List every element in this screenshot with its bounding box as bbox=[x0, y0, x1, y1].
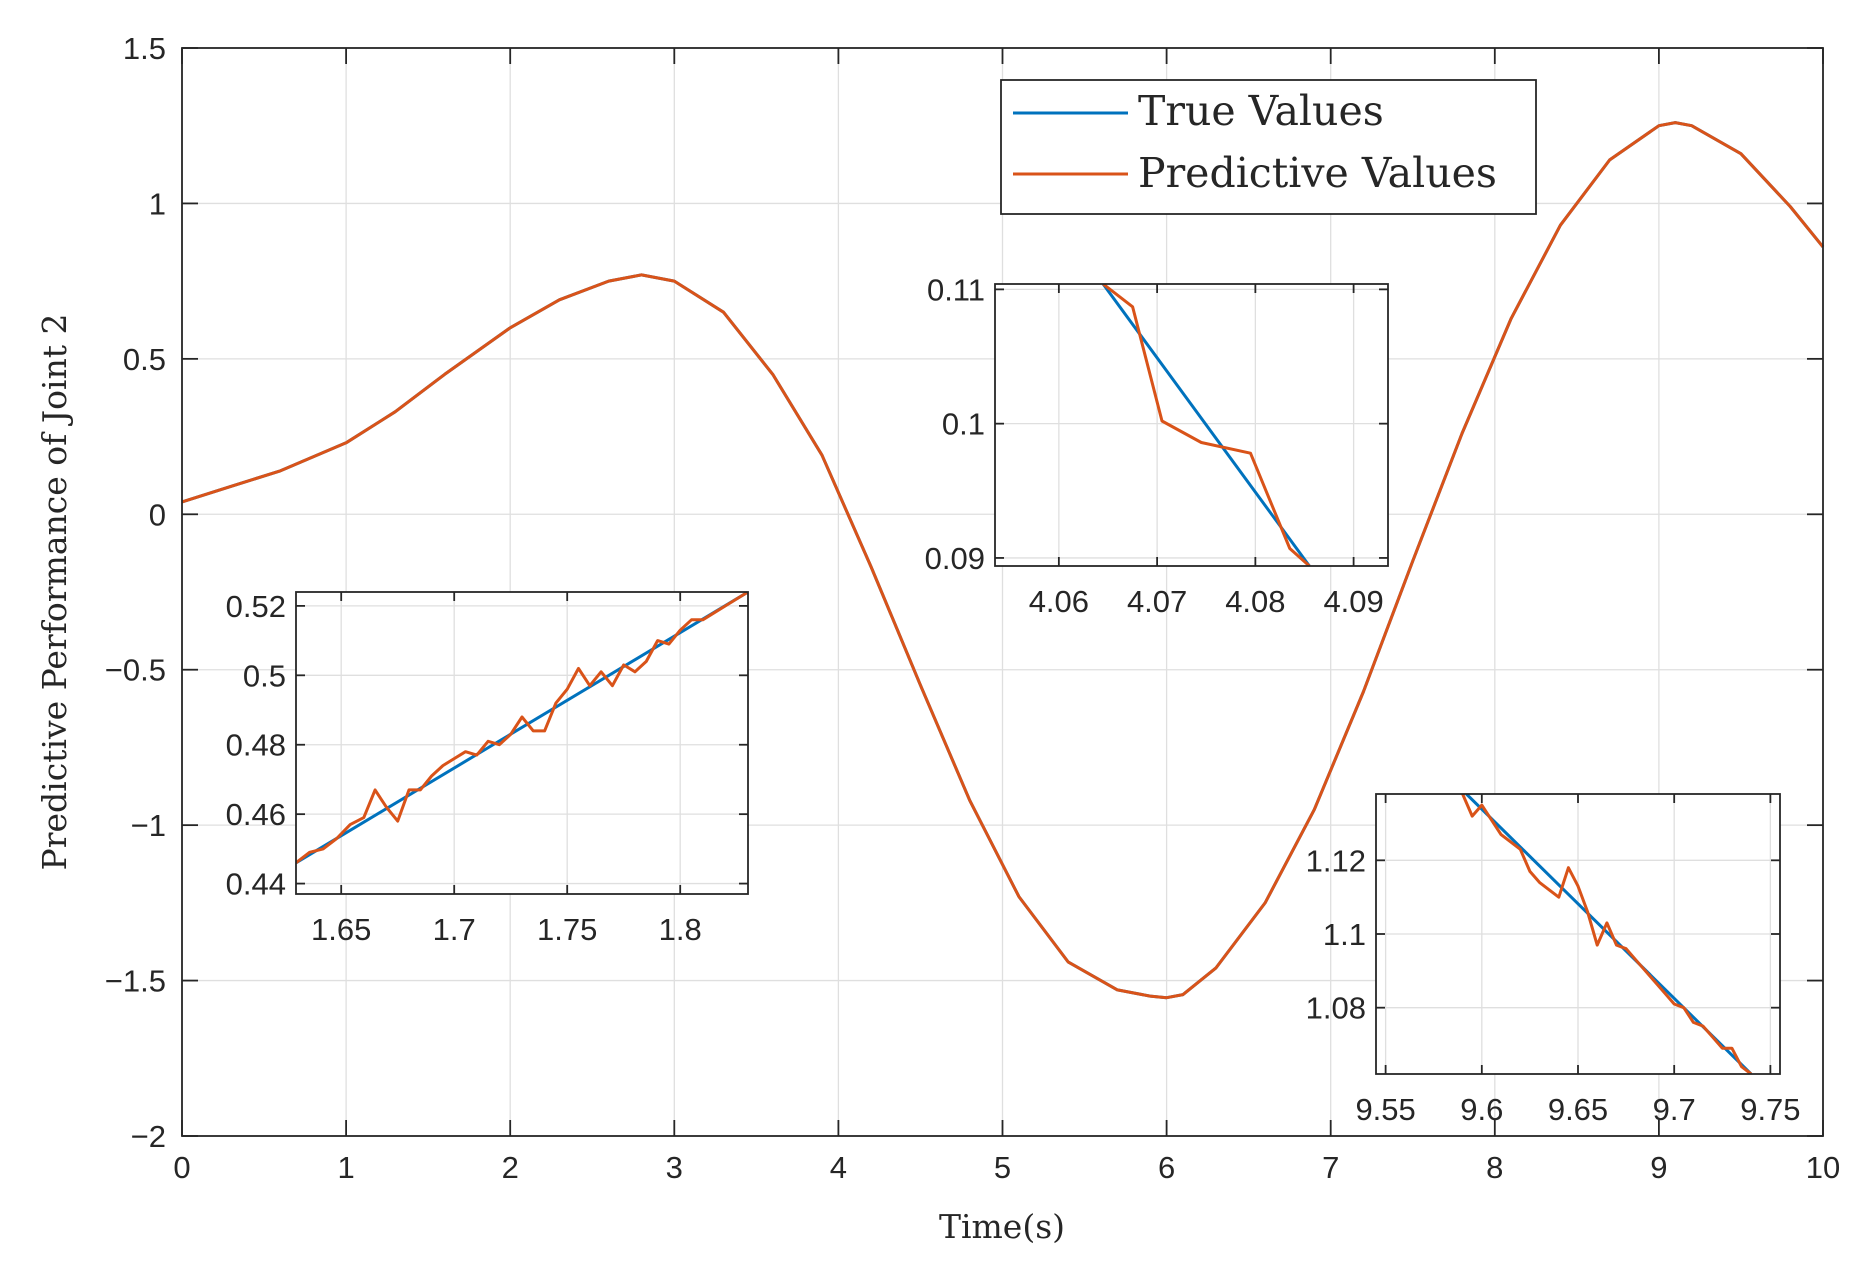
y-tick-label: 0.5 bbox=[243, 658, 286, 693]
inset-1-7: 1.65 1.7 1.75 1.8 0.52 0.5 0.48 0.46 0.44 bbox=[226, 589, 749, 947]
y-tick-label: 0.09 bbox=[925, 541, 985, 576]
legend-label-true-values: True Values bbox=[1138, 87, 1384, 135]
inset-line-predictive-values bbox=[1102, 284, 1311, 566]
x-tick-label: 5 bbox=[994, 1150, 1011, 1185]
y-tick-label: 0.52 bbox=[226, 589, 286, 624]
x-tick-label: 1 bbox=[337, 1150, 354, 1185]
y-tick-label: 0.44 bbox=[226, 867, 286, 902]
x-tick-label: 9.7 bbox=[1653, 1092, 1696, 1127]
x-tick-label: 2 bbox=[502, 1150, 519, 1185]
inset-ticks: 1.65 1.7 1.75 1.8 0.52 0.5 0.48 0.46 0.44 bbox=[226, 589, 748, 947]
inset-frame bbox=[295, 591, 749, 895]
y-tick-label: −1.5 bbox=[105, 964, 166, 999]
legend-label-predictive-values: Predictive Values bbox=[1138, 149, 1497, 197]
inset-grid bbox=[1376, 794, 1780, 1074]
inset-frame bbox=[994, 283, 1389, 567]
x-tick-label: 8 bbox=[1486, 1150, 1503, 1185]
x-tick-label: 10 bbox=[1806, 1150, 1840, 1185]
x-tick-label: 9 bbox=[1650, 1150, 1667, 1185]
y-tick-label: −0.5 bbox=[105, 653, 166, 688]
x-tick-label: 7 bbox=[1322, 1150, 1339, 1185]
x-tick-label: 1.65 bbox=[311, 912, 371, 947]
inset-lines bbox=[1461, 794, 1753, 1074]
y-tick-label: −2 bbox=[131, 1119, 166, 1154]
inset-background bbox=[296, 592, 748, 894]
x-tick-label: 4 bbox=[830, 1150, 847, 1185]
inset-lines bbox=[296, 592, 748, 865]
inset-background bbox=[995, 284, 1388, 566]
y-tick-label: 1.08 bbox=[1306, 991, 1366, 1026]
x-tick-label: 4.07 bbox=[1127, 584, 1187, 619]
x-tick-label: 1.75 bbox=[537, 912, 597, 947]
inset-9-65: 9.55 9.6 9.65 9.7 9.75 1.12 1.1 1.08 bbox=[1306, 793, 1801, 1127]
y-tick-label: 0.5 bbox=[123, 342, 166, 377]
series-line-predictive-values bbox=[181, 121, 1825, 1000]
main-ticks: 0 1 2 3 4 5 6 7 8 9 10 1.5 1 0.5 0 −0.5 −1 −1.5 −2 bbox=[105, 31, 1840, 1185]
x-axis-label: Time(s) bbox=[939, 1207, 1065, 1246]
y-tick-label: 0 bbox=[149, 497, 166, 532]
y-tick-label: 1 bbox=[149, 186, 166, 221]
inset-grid bbox=[995, 284, 1388, 566]
x-tick-label: 3 bbox=[666, 1150, 683, 1185]
x-tick-label: 9.65 bbox=[1548, 1092, 1608, 1127]
y-tick-label: 0.46 bbox=[226, 797, 286, 832]
y-tick-label: 1.5 bbox=[123, 31, 166, 66]
x-tick-label: 9.75 bbox=[1740, 1092, 1800, 1127]
y-tick-label: −1 bbox=[131, 808, 166, 843]
y-axis-label: Predictive Performance of Joint 2 bbox=[35, 314, 74, 871]
insets: 1.65 1.7 1.75 1.80.520.50.480.460.444.06 4.0… bbox=[226, 272, 1801, 1127]
legend-box bbox=[1000, 79, 1537, 215]
inset-lines bbox=[1101, 284, 1311, 566]
legend: True Values Predictive Values bbox=[1000, 79, 1537, 215]
x-tick-label: 4.06 bbox=[1029, 584, 1089, 619]
x-tick-label: 9.55 bbox=[1355, 1092, 1415, 1127]
y-tick-label: 0.11 bbox=[927, 272, 985, 307]
inset-grid bbox=[296, 592, 748, 894]
y-tick-label: 1.1 bbox=[1323, 917, 1366, 952]
x-tick-label: 1.8 bbox=[659, 912, 702, 947]
inset-line-predictive-values bbox=[1461, 794, 1753, 1074]
x-tick-label: 4.08 bbox=[1225, 584, 1285, 619]
x-tick-label: 4.09 bbox=[1323, 584, 1383, 619]
x-tick-label: 9.6 bbox=[1460, 1092, 1503, 1127]
x-tick-label: 1.7 bbox=[433, 912, 476, 947]
y-tick-label: 1.12 bbox=[1306, 843, 1366, 878]
y-tick-label: 0.48 bbox=[226, 728, 286, 763]
main-lines bbox=[181, 121, 1825, 1000]
inset-4-07: 4.06 4.07 4.08 4.09 0.11 0.1 0.09 bbox=[925, 272, 1389, 619]
main-plot: 0 1 2 3 4 5 6 7 8 9 10 1.5 1 0.5 0 −0.5 −1 −1.5 −2 Time(s)… bbox=[35, 31, 1840, 1246]
inset-ticks: 4.06 4.07 4.08 4.09 0.11 0.1 0.09 bbox=[925, 272, 1388, 619]
inset-ticks: 9.55 9.6 9.65 9.7 9.75 1.12 1.1 1.08 bbox=[1306, 794, 1801, 1127]
y-tick-label: 0.1 bbox=[942, 407, 985, 442]
x-tick-label: 6 bbox=[1158, 1150, 1175, 1185]
inset-line-predictive-values bbox=[296, 592, 748, 864]
x-tick-label: 0 bbox=[173, 1150, 190, 1185]
